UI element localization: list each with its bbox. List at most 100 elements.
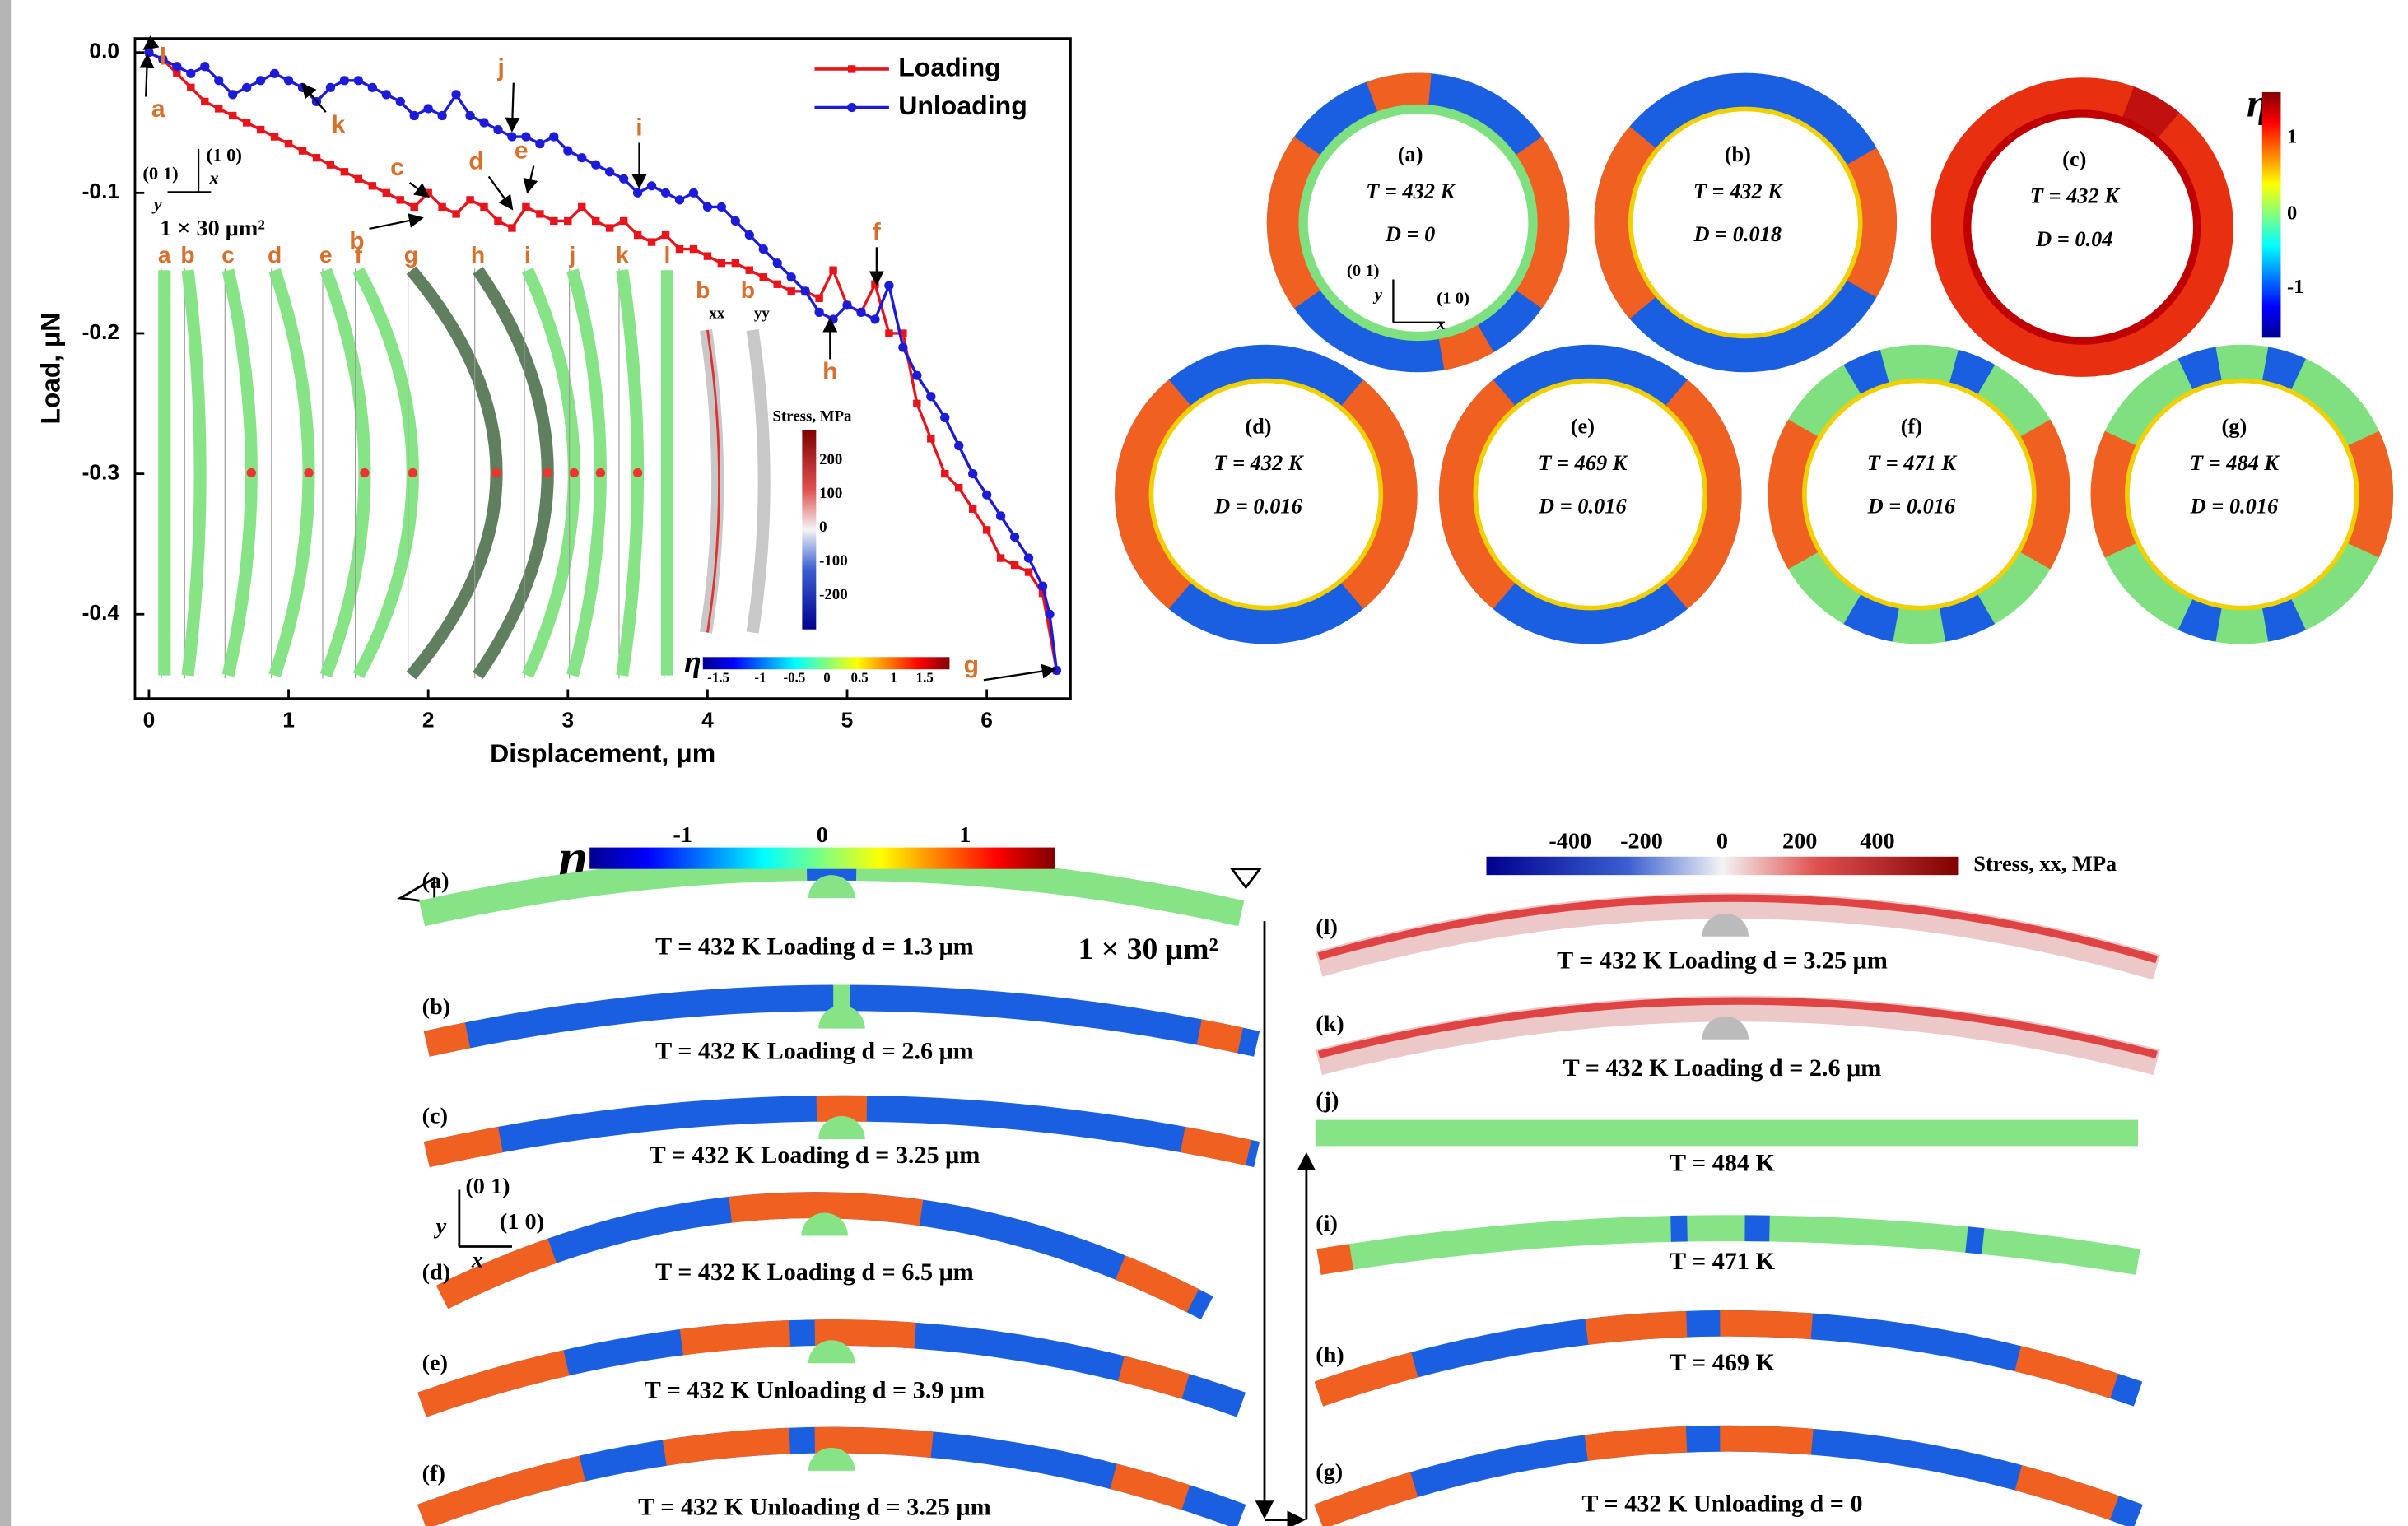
marker: [536, 210, 543, 217]
ring-domain: [2265, 614, 2298, 625]
ring-T: T = 432 K: [1366, 179, 1456, 203]
x-tick-label: 5: [841, 708, 854, 733]
marker: [479, 118, 488, 127]
ring-label: (f): [1901, 414, 1922, 438]
marker: [508, 224, 515, 231]
stress-tick: -200: [1620, 829, 1663, 854]
ring-domain: [2186, 365, 2219, 375]
marker: [731, 216, 740, 226]
marker: [732, 259, 739, 267]
ring-T: T = 484 K: [2190, 451, 2280, 475]
legend-label: Unloading: [898, 91, 1027, 120]
ring-label: (c): [2062, 147, 2086, 171]
marker: [717, 202, 726, 212]
ring-domain: [1852, 609, 1896, 625]
ring-domain: [1372, 91, 1430, 99]
marker: [606, 224, 613, 231]
strip-label: g: [404, 242, 418, 268]
marker: [759, 244, 768, 254]
marker: [243, 119, 250, 126]
marker: [313, 154, 320, 161]
strip-domain: [360, 468, 369, 477]
beam-label: (c): [422, 1103, 448, 1128]
annotation-arrow: [370, 218, 422, 229]
ring-domain: [1612, 137, 1643, 307]
marker: [969, 505, 976, 513]
marker: [368, 83, 377, 92]
strip: [275, 270, 309, 675]
ring-domain: [1442, 337, 1485, 352]
ring-domain: [1676, 393, 1724, 596]
ring-D: D = 0.016: [1867, 494, 1956, 518]
stress-tick: 200: [819, 451, 842, 468]
legend-label: Loading: [898, 52, 1001, 81]
ring-D: D = 0.016: [1538, 494, 1627, 518]
figure: η 1 × 30 μm² Stress, xx, MPa η 01234560.…: [0, 0, 2408, 1526]
strip-domain: [247, 468, 256, 477]
annotation: c: [390, 154, 404, 181]
beam-label: (a): [422, 868, 449, 894]
beam-label: (i): [1316, 1211, 1338, 1236]
marker: [578, 203, 585, 211]
ring-label: (e): [1571, 414, 1595, 438]
marker: [549, 132, 558, 141]
beam-label: (j): [1316, 1088, 1339, 1114]
marker: [982, 491, 991, 500]
annotation: i: [636, 114, 642, 142]
eta-tick: 1.5: [916, 669, 934, 685]
stress-tick: -400: [1549, 829, 1591, 854]
marker: [229, 112, 236, 119]
annotation: k: [331, 111, 345, 138]
marker: [704, 252, 711, 259]
eta-tick: 1: [890, 669, 897, 685]
stress-tick: -100: [819, 552, 848, 570]
stress-label: b: [741, 277, 755, 303]
marker: [591, 161, 600, 170]
stress-label: b: [696, 277, 710, 303]
marker: [955, 484, 962, 491]
beam-caption: T = 432 K Unloading d = 3.25 μm: [638, 1493, 991, 1520]
marker: [1025, 568, 1032, 575]
ring-domain: [1786, 428, 1804, 560]
ring-label: (a): [1398, 142, 1423, 166]
legend-marker: [847, 103, 856, 112]
ring-domain: [2035, 428, 2053, 560]
ring-domain: [2363, 439, 2375, 551]
stress-tick: 0: [819, 519, 827, 536]
marker: [215, 105, 222, 112]
marker: [954, 441, 963, 450]
marker: [437, 111, 446, 120]
beam-axis: x: [471, 1248, 483, 1273]
marker: [577, 153, 586, 162]
marker: [369, 182, 376, 189]
eta-tick: 1: [959, 822, 971, 848]
stress-tick: 0: [1716, 829, 1728, 854]
marker: [983, 526, 990, 533]
marker: [927, 435, 934, 442]
strip-label: i: [524, 242, 531, 268]
beam-caption: T = 432 K Loading d = 1.3 μm: [655, 933, 974, 961]
orientation: x: [208, 167, 218, 188]
marker: [271, 133, 278, 140]
marker: [718, 259, 725, 267]
marker: [340, 76, 349, 85]
ring-domain: [1133, 393, 1181, 596]
marker: [885, 329, 892, 337]
marker: [619, 174, 628, 184]
marker: [452, 210, 459, 217]
annotation: j: [497, 54, 505, 81]
strip: [477, 270, 547, 675]
marker: [564, 217, 571, 225]
marker: [257, 126, 264, 133]
strip-label: k: [616, 242, 629, 268]
eta-colorbar: [703, 657, 950, 669]
strip-label: a: [158, 242, 171, 268]
marker: [186, 69, 195, 78]
marker: [997, 554, 1004, 561]
annotation: b: [349, 228, 364, 255]
annotation-arrow: [303, 85, 326, 113]
legend-marker: [848, 65, 855, 72]
marker: [842, 300, 851, 309]
annotation: d: [468, 148, 483, 175]
eta-tick: 1: [2287, 126, 2297, 148]
